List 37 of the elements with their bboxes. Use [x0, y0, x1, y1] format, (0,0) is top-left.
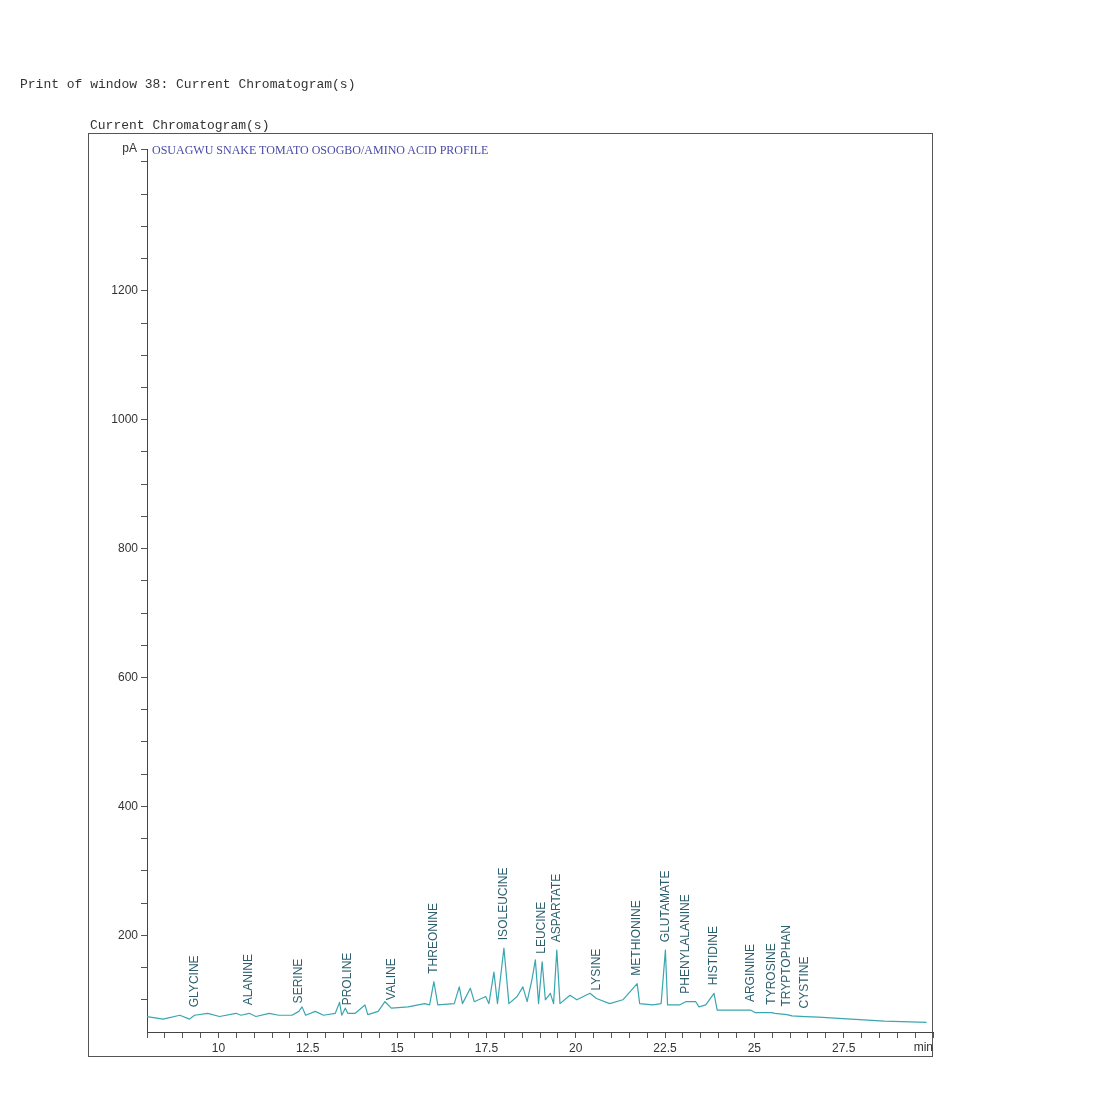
y-tick-label: 1000 [111, 412, 139, 427]
y-tick-label: 200 [117, 927, 139, 942]
text: Current Chromatogram(s) [90, 118, 270, 133]
y-axis-title: pA [122, 141, 137, 156]
annotation: LYSINE [588, 948, 603, 991]
annotation: LEUCINE [534, 901, 549, 954]
annotation: TRYPTOPHAN [779, 925, 794, 1007]
x-tick-label: 20 [569, 1040, 583, 1055]
x-tick-label: 15 [390, 1040, 405, 1055]
annotation: HISTIDINE [706, 925, 721, 986]
y-tick-label: 1200 [111, 283, 139, 298]
x-tick-label: 12.5 [296, 1040, 320, 1055]
annotation: SERINE [291, 958, 306, 1004]
annotation: THREONINE [426, 903, 441, 974]
annotation: TYROSINE [764, 943, 779, 1005]
y-tick-label: 400 [117, 798, 139, 813]
annotation: ISOLEUCINE [496, 867, 511, 941]
y-tick-label: 800 [117, 540, 139, 555]
annotation: CYSTINE [797, 956, 812, 1009]
annotation: METHIONINE [629, 900, 644, 976]
y-tick-label: 600 [117, 669, 139, 684]
annotation: ALANINE [241, 953, 256, 1006]
annotation: VALINE [383, 958, 398, 1001]
x-tick-label: 10 [211, 1040, 226, 1055]
text: Print of window 38: Current Chromatogram(s) [20, 77, 356, 92]
annotation: PHENYLALANINE [678, 894, 693, 994]
annotation: ARGININE [742, 944, 757, 1003]
x-tick-label: 27.5 [832, 1040, 856, 1055]
x-tick-label: 22.5 [653, 1040, 678, 1055]
chart-title: OSUAGWU SNAKE TOMATO OSOGBO/AMINO ACID PROFILE [152, 143, 489, 158]
x-tick-label: 25 [747, 1040, 762, 1055]
x-tick-label: 17.5 [474, 1040, 499, 1055]
x-axis-title: min [913, 1040, 933, 1055]
annotation: PROLINE [340, 952, 355, 1006]
annotation: GLYCINE [186, 955, 201, 1008]
annotation: ASPARTATE [549, 873, 564, 943]
annotation: GLUTAMATE [657, 870, 672, 943]
